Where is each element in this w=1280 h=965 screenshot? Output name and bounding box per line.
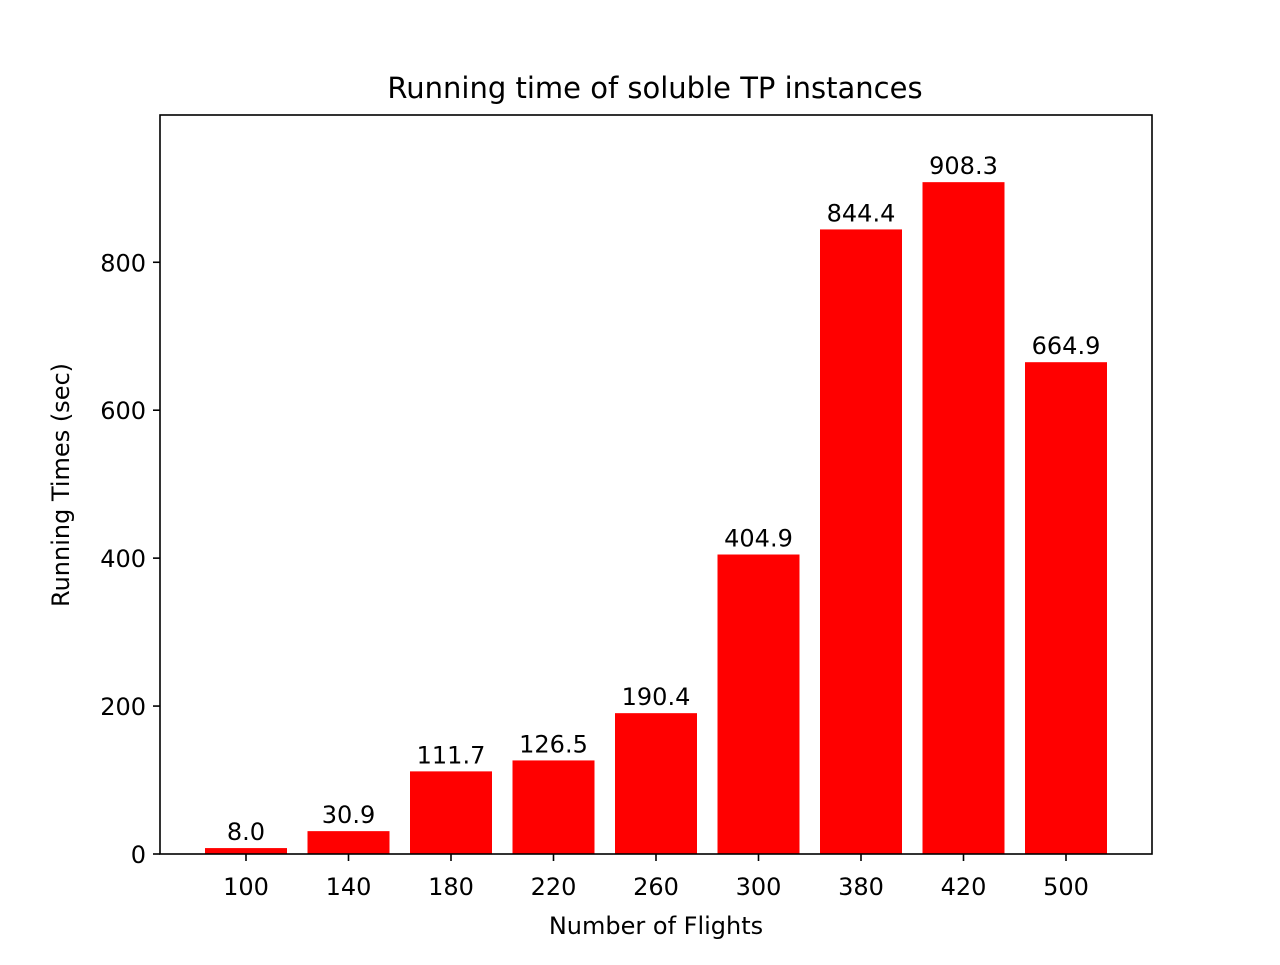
y-tick-label-0: 0	[131, 841, 146, 869]
bar-380	[820, 229, 902, 855]
bar-300	[717, 554, 800, 854]
data-label-300: 404.9	[724, 525, 793, 553]
x-axis: 100 140 180 220 260 300 380 420 500	[223, 854, 1089, 901]
bar-220	[512, 760, 595, 854]
y-tick-label-800: 800	[100, 249, 146, 277]
y-tick-label-400: 400	[100, 545, 146, 573]
data-label-420: 908.3	[929, 152, 998, 180]
bar-180	[410, 771, 492, 854]
bar-500	[1025, 362, 1107, 854]
data-label-220: 126.5	[519, 730, 588, 758]
bar-420	[922, 182, 1005, 855]
x-tick-label-300: 300	[736, 873, 782, 901]
data-label-380: 844.4	[827, 199, 896, 227]
data-label-500: 664.9	[1032, 332, 1101, 360]
x-tick-label-380: 380	[838, 873, 884, 901]
data-label-260: 190.4	[622, 683, 691, 711]
bar-260	[615, 713, 697, 854]
bar-140	[307, 831, 390, 854]
y-tick-label-600: 600	[100, 397, 146, 425]
data-label-100: 8.0	[227, 818, 265, 846]
bars-layer: 8.0 30.9 111.7 126.5 190.4 404.9 844.4 908.3 664…	[205, 152, 1107, 855]
chart-title: Running time of soluble TP instances	[387, 71, 922, 105]
x-tick-label-260: 260	[633, 873, 679, 901]
x-tick-label-100: 100	[223, 873, 269, 901]
x-axis-label: Number of Flights	[549, 912, 763, 940]
data-label-140: 30.9	[322, 801, 375, 829]
data-label-180: 111.7	[417, 741, 486, 769]
y-axis-label: Running Times (sec)	[47, 363, 75, 607]
y-axis: 0 200 400 600 800	[100, 249, 160, 869]
bar-100	[205, 848, 287, 854]
x-tick-label-500: 500	[1043, 873, 1089, 901]
y-tick-label-200: 200	[100, 693, 146, 721]
x-tick-label-180: 180	[428, 873, 474, 901]
x-tick-label-420: 420	[941, 873, 987, 901]
x-tick-label-220: 220	[531, 873, 577, 901]
x-tick-label-140: 140	[326, 873, 372, 901]
